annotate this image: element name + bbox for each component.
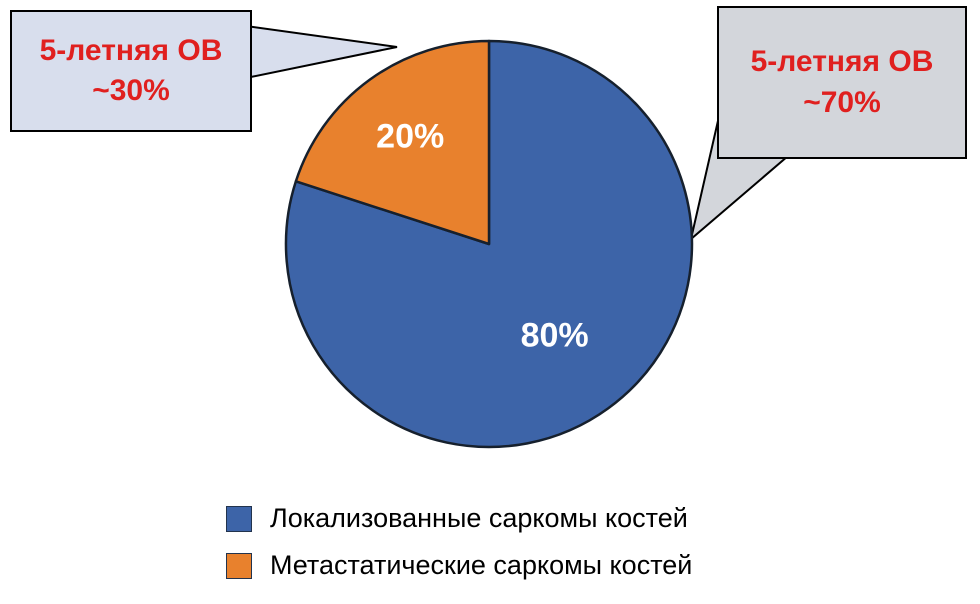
legend-label-localized: Локализованные саркомы костей [270, 503, 688, 533]
callout-right: 5-летняя ОВ ~70% [717, 6, 967, 159]
legend: Локализованные саркомы костей Метастатич… [226, 503, 692, 581]
pie: 80% 20% [284, 39, 694, 449]
pie-slice-value-label: 20% [376, 118, 444, 156]
legend-item-metastatic: Метастатические саркомы костей [226, 550, 692, 581]
pie-slice-1 [284, 39, 694, 449]
callout-left-line1: 5-летняя ОВ [39, 33, 223, 67]
legend-swatch-orange [226, 552, 252, 579]
callout-left: 5-летняя ОВ ~30% [10, 10, 252, 132]
callout-right-line1: 5-летняя ОВ [750, 45, 934, 78]
callout-left-pointer [245, 24, 398, 80]
legend-item-localized: Локализованные саркомы костей [226, 503, 692, 534]
pie-slice-2 [294, 39, 491, 246]
legend-label-metastatic: Метастатические саркомы костей [270, 550, 693, 580]
callout-right-line2: ~70% [803, 85, 881, 119]
pie-slice-value-label: 80% [521, 316, 589, 354]
callout-left-line2: ~30% [92, 74, 170, 107]
legend-swatch-blue [226, 505, 252, 532]
